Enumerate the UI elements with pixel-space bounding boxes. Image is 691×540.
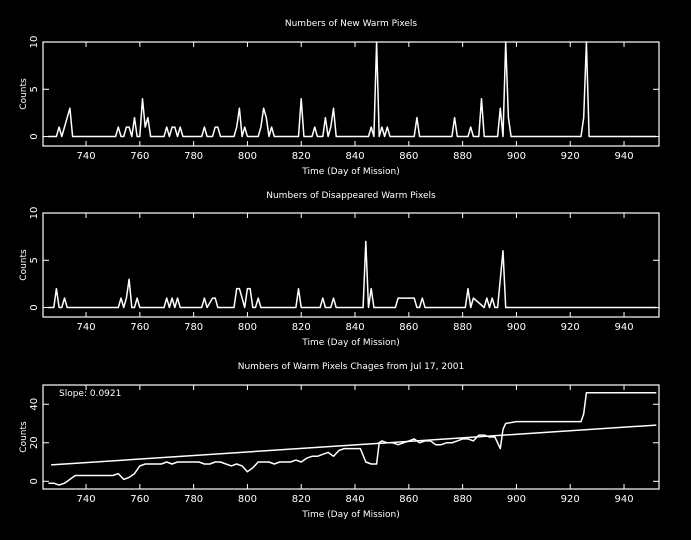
x-tick-label: 840 bbox=[345, 322, 364, 333]
x-tick-label: 740 bbox=[76, 322, 95, 333]
x-tick-label: 780 bbox=[184, 151, 203, 162]
series-line-1 bbox=[48, 41, 657, 138]
series-line-1 bbox=[48, 240, 657, 309]
y-axis-label: Counts bbox=[19, 421, 29, 453]
chart-2: Numbers of Disappeared Warm Pixels 740 760… bbox=[19, 191, 660, 348]
x-tick-label: 760 bbox=[130, 151, 149, 162]
x-tick-label: 840 bbox=[345, 151, 364, 162]
y-tick-label: 5 bbox=[29, 257, 40, 263]
x-tick-label: 800 bbox=[238, 322, 257, 333]
x-tick-label: 740 bbox=[76, 151, 95, 162]
x-tick-label: 860 bbox=[399, 494, 418, 505]
x-tick-label: 780 bbox=[184, 322, 203, 333]
series-line-1 bbox=[48, 391, 657, 486]
chart-title: Numbers of Warm Pixels Chages from Jul 1… bbox=[238, 362, 465, 372]
x-tick-label: 820 bbox=[292, 322, 311, 333]
x-tick-label: 800 bbox=[238, 494, 257, 505]
x-tick-label: 900 bbox=[507, 494, 526, 505]
y-tick-label: 40 bbox=[29, 398, 40, 411]
chart-1: Numbers of New Warm Pixels 740 760 780 800 82… bbox=[19, 19, 660, 177]
x-tick-label: 880 bbox=[453, 151, 472, 162]
fit-line bbox=[51, 424, 657, 466]
y-tick-label: 10 bbox=[29, 207, 40, 220]
x-axis-label: Time (Day of Mission) bbox=[301, 338, 399, 348]
x-tick-label: 920 bbox=[561, 494, 580, 505]
y-axis-label: Counts bbox=[19, 78, 29, 110]
x-tick-label: 900 bbox=[507, 151, 526, 162]
chart-3: Numbers of Warm Pixels Chages from Jul 1… bbox=[19, 362, 660, 520]
x-tick-label: 940 bbox=[614, 494, 633, 505]
y-tick-label: 5 bbox=[29, 86, 40, 92]
plot-frame bbox=[42, 41, 660, 147]
x-tick-label: 880 bbox=[453, 322, 472, 333]
y-tick-label: 10 bbox=[29, 36, 40, 49]
x-tick-label: 740 bbox=[76, 494, 95, 505]
x-tick-label: 820 bbox=[292, 494, 311, 505]
x-tick-label: 800 bbox=[238, 151, 257, 162]
x-tick-label: 760 bbox=[130, 494, 149, 505]
x-axis-label: Time (Day of Mission) bbox=[301, 167, 399, 177]
x-tick-label: 820 bbox=[292, 151, 311, 162]
slope-annotation: Slope: 0.0921 bbox=[59, 389, 121, 399]
x-tick-label: 920 bbox=[561, 151, 580, 162]
y-tick-label: 0 bbox=[29, 304, 40, 310]
x-tick-label: 920 bbox=[561, 322, 580, 333]
chart-title: Numbers of Disappeared Warm Pixels bbox=[266, 191, 436, 201]
x-tick-label: 940 bbox=[614, 322, 633, 333]
x-tick-label: 940 bbox=[614, 151, 633, 162]
x-tick-label: 880 bbox=[453, 494, 472, 505]
y-tick-label: 0 bbox=[29, 478, 40, 484]
x-tick-label: 860 bbox=[399, 322, 418, 333]
x-tick-label: 780 bbox=[184, 494, 203, 505]
plot-frame bbox=[42, 384, 660, 490]
x-tick-label: 840 bbox=[345, 494, 364, 505]
y-tick-label: 20 bbox=[29, 436, 40, 449]
plot-frame bbox=[42, 212, 660, 318]
x-tick-label: 860 bbox=[399, 151, 418, 162]
x-tick-label: 760 bbox=[130, 322, 149, 333]
y-tick-label: 0 bbox=[29, 133, 40, 139]
x-axis-label: Time (Day of Mission) bbox=[301, 510, 399, 520]
x-tick-label: 900 bbox=[507, 322, 526, 333]
chart-title: Numbers of New Warm Pixels bbox=[285, 19, 418, 29]
y-axis-label: Counts bbox=[19, 249, 29, 281]
